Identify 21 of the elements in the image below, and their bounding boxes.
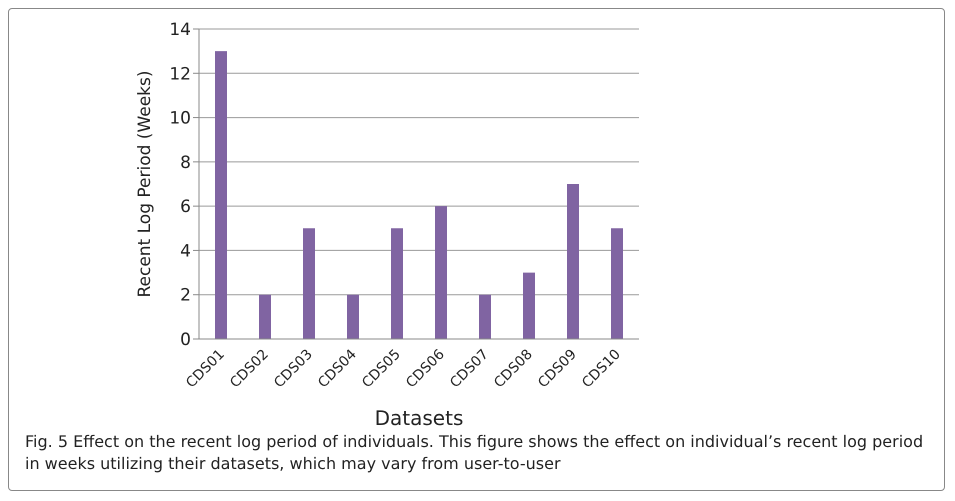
x-axis-title: Datasets (374, 406, 464, 430)
bar (523, 272, 535, 339)
y-tick-label: 0 (180, 330, 191, 350)
bar (303, 228, 315, 339)
caption: Fig. 5 Effect on the recent log period of individuals. This figure shows the effect on individual’s recent log period in weeks utilizing their datasets, which may vary from user-to-user (25, 431, 924, 475)
y-tick-label: 6 (180, 197, 191, 218)
y-axis-title: Recent Log Period (Weeks) (135, 70, 156, 298)
y-tick-label: 8 (180, 152, 191, 173)
y-tick-label: 12 (169, 64, 191, 84)
bar (611, 228, 623, 339)
bar (215, 51, 227, 339)
y-tick-label: 14 (169, 20, 191, 40)
y-tick-label: 4 (180, 241, 191, 262)
bar (391, 228, 403, 339)
bar (567, 184, 579, 339)
bar (259, 294, 271, 339)
y-tick-label: 10 (169, 108, 191, 129)
y-tick-label: 2 (180, 286, 191, 306)
bar (435, 206, 447, 339)
bar (347, 294, 359, 339)
bar (479, 294, 491, 339)
